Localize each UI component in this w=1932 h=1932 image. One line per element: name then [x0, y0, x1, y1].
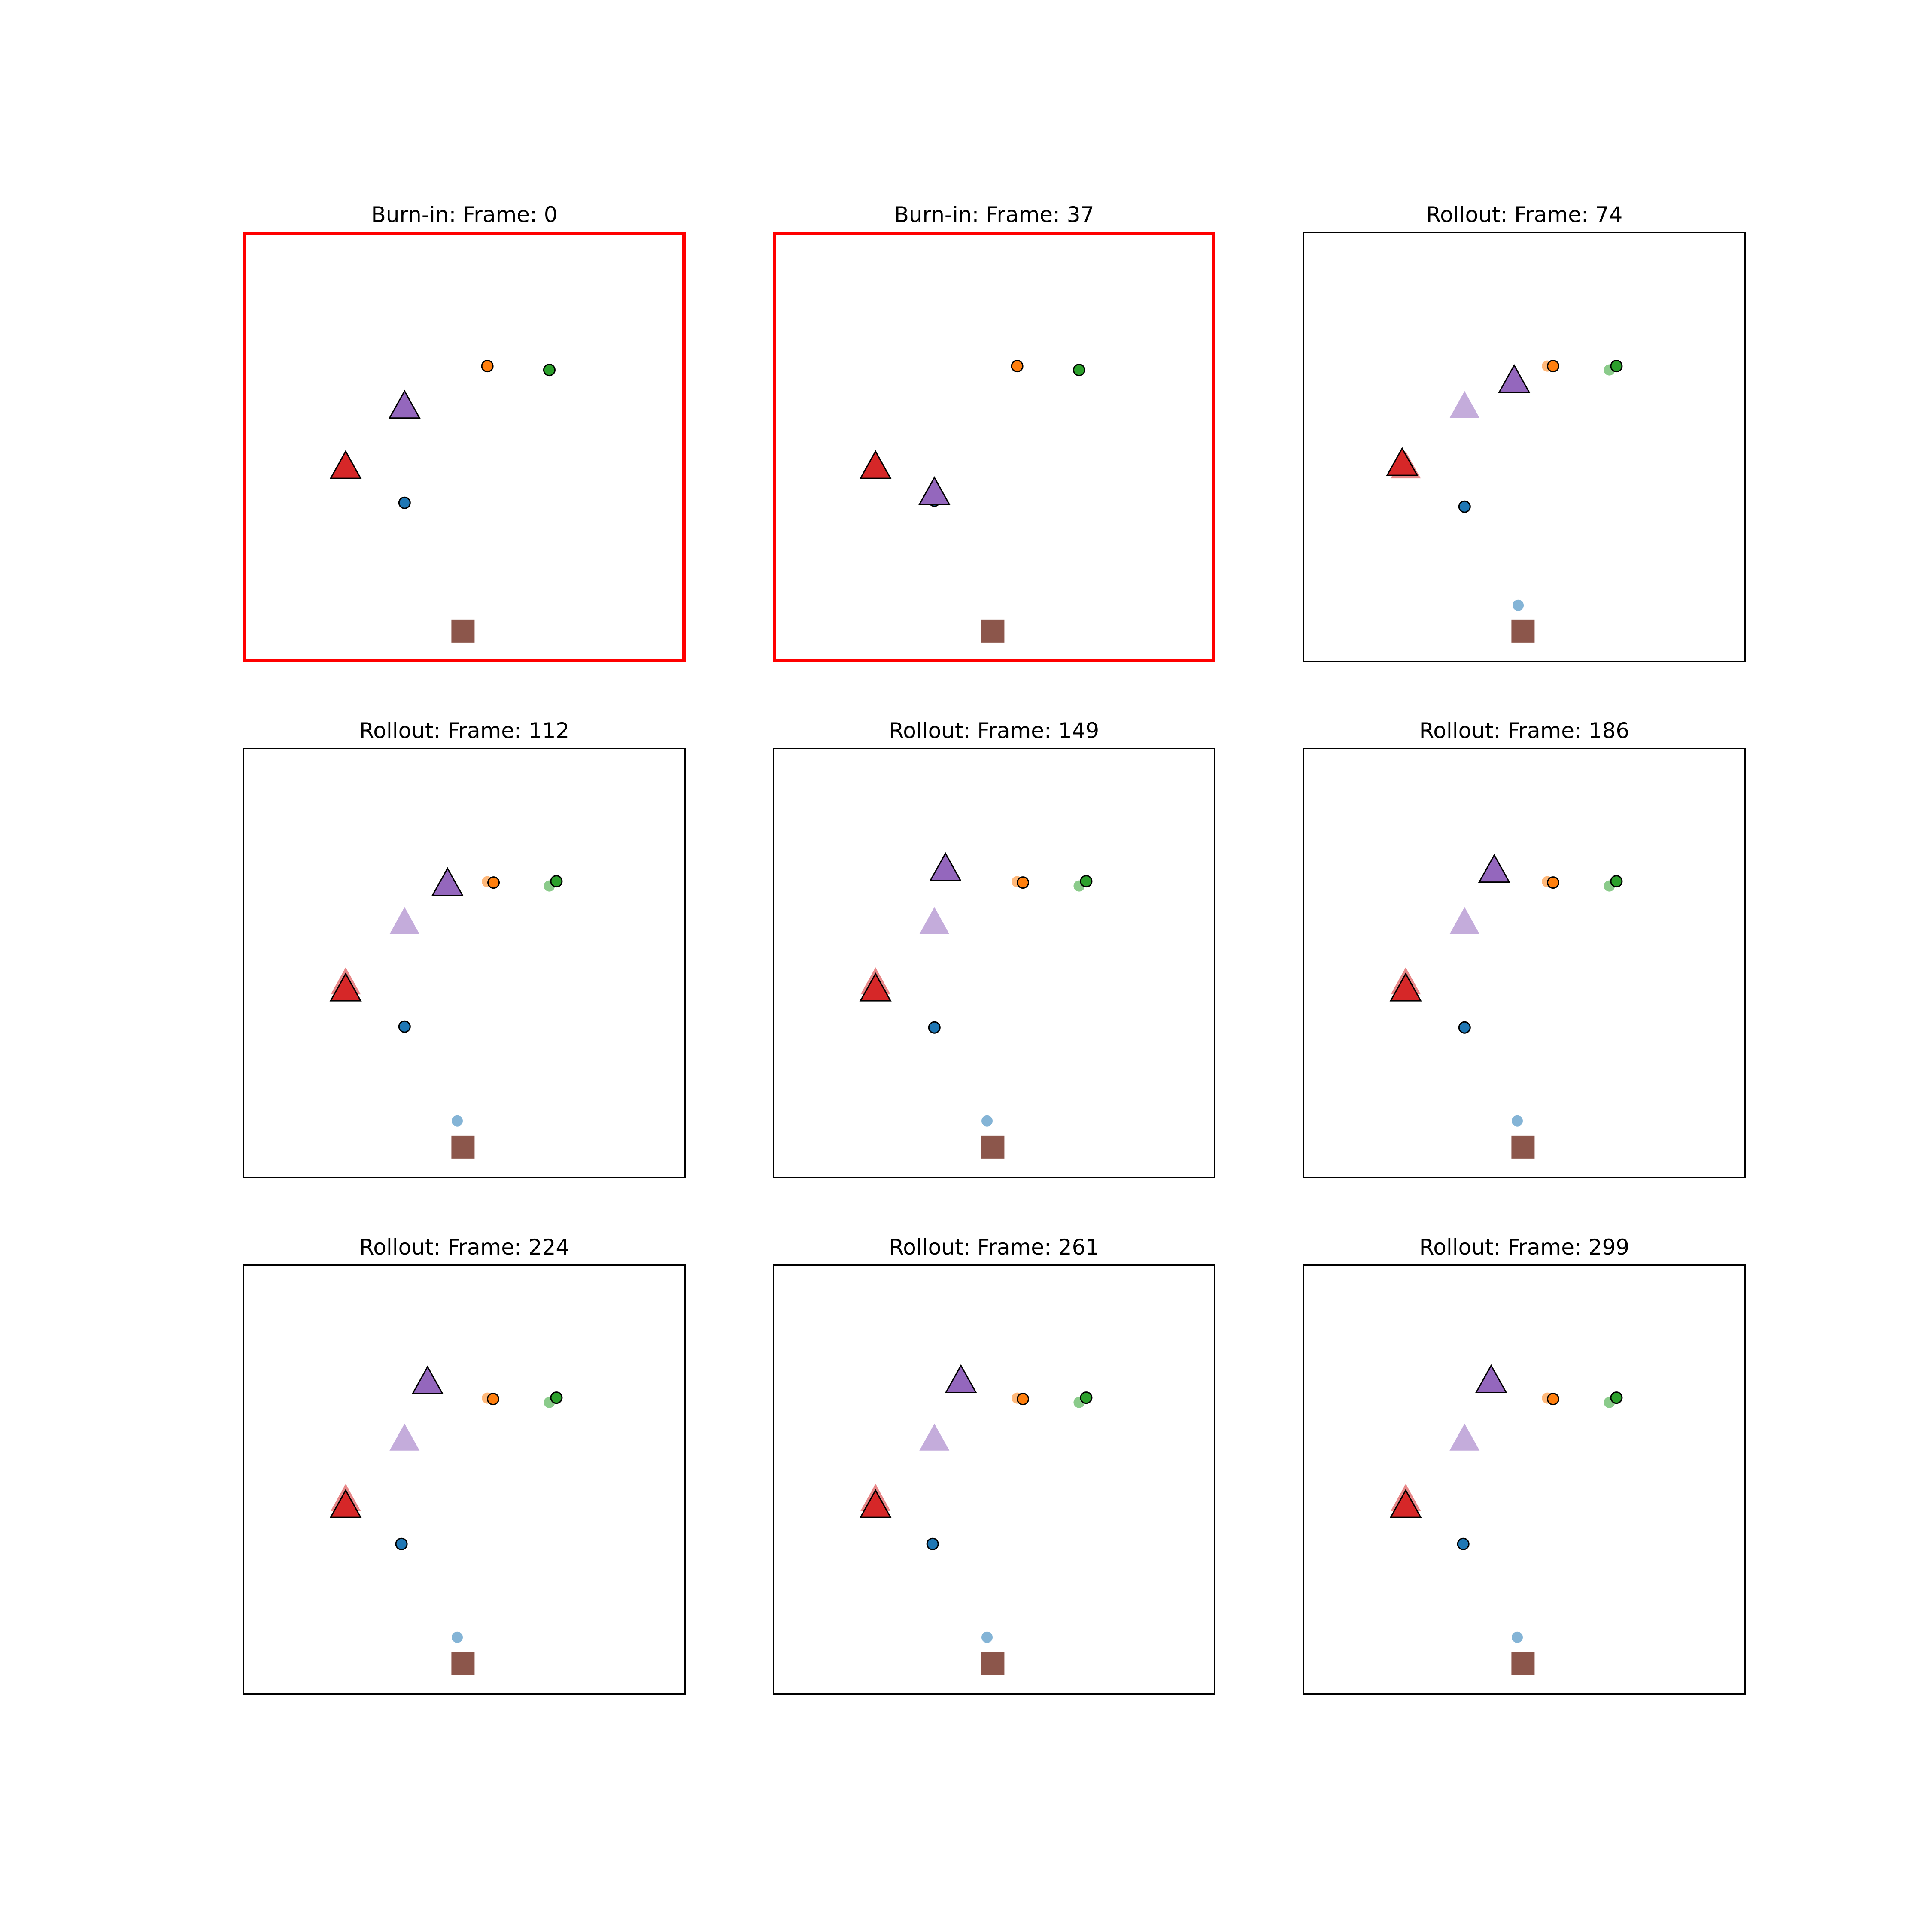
gt-red-triangle-marker	[329, 972, 362, 1002]
gt-green-circle-marker	[1080, 875, 1093, 888]
gt-orange-circle-marker	[1547, 1393, 1560, 1406]
panel-title-6: Rollout: Frame: 186	[1419, 718, 1630, 743]
gt-purple-triangle-marker	[1478, 854, 1510, 883]
panel-3	[1303, 232, 1746, 662]
pred-purple-triangle-marker	[1449, 907, 1480, 934]
panel-8	[773, 1264, 1215, 1695]
gt-red-triangle-marker	[329, 450, 362, 479]
panel-9	[1303, 1264, 1746, 1695]
panel-frame	[773, 232, 1215, 662]
gt-blue-circle-marker	[926, 1537, 939, 1550]
gt-orange-circle-marker	[1547, 876, 1560, 889]
pred-blue-circle-marker	[452, 1115, 463, 1127]
panel-2	[773, 232, 1215, 662]
panel-frame	[1303, 232, 1746, 662]
panel-title-9: Rollout: Frame: 299	[1419, 1235, 1630, 1260]
gt-blue-circle-marker	[1458, 500, 1471, 513]
gt-red-triangle-marker	[329, 1489, 362, 1518]
gt-red-triangle-marker	[859, 1489, 892, 1518]
gt-green-circle-marker	[550, 875, 563, 888]
gt-blue-circle-marker	[1457, 1537, 1470, 1550]
gt-brown-square-marker	[1511, 619, 1535, 643]
panel-frame	[773, 1264, 1215, 1695]
gt-purple-triangle-marker	[431, 867, 464, 896]
gt-blue-circle-marker	[928, 1021, 941, 1034]
gt-purple-triangle-marker	[1475, 1364, 1507, 1394]
gt-brown-square-marker	[451, 619, 475, 643]
gt-brown-square-marker	[981, 619, 1005, 643]
pred-purple-triangle-marker	[1449, 391, 1480, 418]
gt-purple-triangle-marker	[411, 1365, 444, 1395]
gt-brown-square-marker	[981, 1135, 1005, 1159]
gt-green-circle-marker	[1610, 1391, 1623, 1404]
gt-orange-circle-marker	[487, 876, 500, 889]
pred-blue-circle-marker	[981, 1115, 993, 1127]
gt-green-circle-marker	[1072, 364, 1085, 377]
panel-title-3: Rollout: Frame: 74	[1426, 202, 1623, 227]
pred-purple-triangle-marker	[919, 907, 950, 934]
panel-7	[243, 1264, 686, 1695]
panel-frame	[243, 1264, 686, 1695]
gt-green-circle-marker	[1610, 360, 1623, 373]
gt-red-triangle-marker	[859, 972, 892, 1002]
panel-title-1: Burn-in: Frame: 0	[371, 202, 558, 227]
gt-orange-circle-marker	[1017, 1393, 1030, 1406]
gt-red-triangle-marker	[1389, 1489, 1422, 1518]
gt-blue-circle-marker	[395, 1537, 408, 1550]
panel-1	[243, 232, 686, 662]
gt-brown-square-marker	[1511, 1135, 1535, 1159]
gt-purple-triangle-marker	[929, 852, 962, 881]
gt-orange-circle-marker	[487, 1393, 500, 1406]
gt-green-circle-marker	[543, 364, 556, 377]
gt-green-circle-marker	[550, 1391, 563, 1404]
pred-blue-circle-marker	[1513, 599, 1524, 611]
gt-brown-square-marker	[451, 1135, 475, 1159]
gt-green-circle-marker	[1080, 1391, 1093, 1404]
gt-blue-circle-marker	[398, 496, 411, 509]
panel-frame	[773, 748, 1215, 1178]
gt-brown-square-marker	[981, 1652, 1005, 1675]
pred-purple-triangle-marker	[1449, 1423, 1480, 1451]
panel-title-7: Rollout: Frame: 224	[359, 1235, 570, 1260]
gt-red-triangle-marker	[859, 450, 892, 479]
gt-blue-circle-marker	[398, 1020, 411, 1033]
pred-blue-circle-marker	[981, 1631, 993, 1643]
gt-red-triangle-marker	[1389, 972, 1422, 1002]
gt-green-circle-marker	[1610, 875, 1623, 888]
gt-purple-triangle-marker	[1498, 364, 1531, 393]
gt-brown-square-marker	[1511, 1652, 1535, 1675]
panel-title-5: Rollout: Frame: 149	[889, 718, 1100, 743]
pred-purple-triangle-marker	[389, 907, 420, 934]
pred-purple-triangle-marker	[919, 1423, 950, 1451]
panel-frame	[1303, 1264, 1746, 1695]
pred-blue-circle-marker	[1512, 1115, 1523, 1127]
gt-purple-triangle-marker	[945, 1364, 977, 1394]
gt-brown-square-marker	[451, 1652, 475, 1675]
panel-title-2: Burn-in: Frame: 37	[894, 202, 1094, 227]
panel-title-8: Rollout: Frame: 261	[889, 1235, 1100, 1260]
gt-blue-circle-marker	[1458, 1021, 1471, 1034]
panel-frame	[243, 232, 686, 662]
panel-5	[773, 748, 1215, 1178]
panel-frame	[1303, 748, 1746, 1178]
gt-orange-circle-marker	[1017, 876, 1030, 889]
gt-red-triangle-marker	[1386, 447, 1419, 476]
panel-frame	[243, 748, 686, 1178]
gt-orange-circle-marker	[1547, 360, 1560, 373]
pred-blue-circle-marker	[452, 1631, 463, 1643]
panel-title-4: Rollout: Frame: 112	[359, 718, 570, 743]
gt-orange-circle-marker	[1011, 360, 1024, 373]
pred-blue-circle-marker	[1512, 1631, 1523, 1643]
panel-6	[1303, 748, 1746, 1178]
gt-orange-circle-marker	[481, 360, 494, 373]
gt-purple-triangle-marker	[918, 476, 951, 505]
gt-purple-triangle-marker	[388, 389, 421, 419]
panel-4	[243, 748, 686, 1178]
pred-purple-triangle-marker	[389, 1423, 420, 1451]
